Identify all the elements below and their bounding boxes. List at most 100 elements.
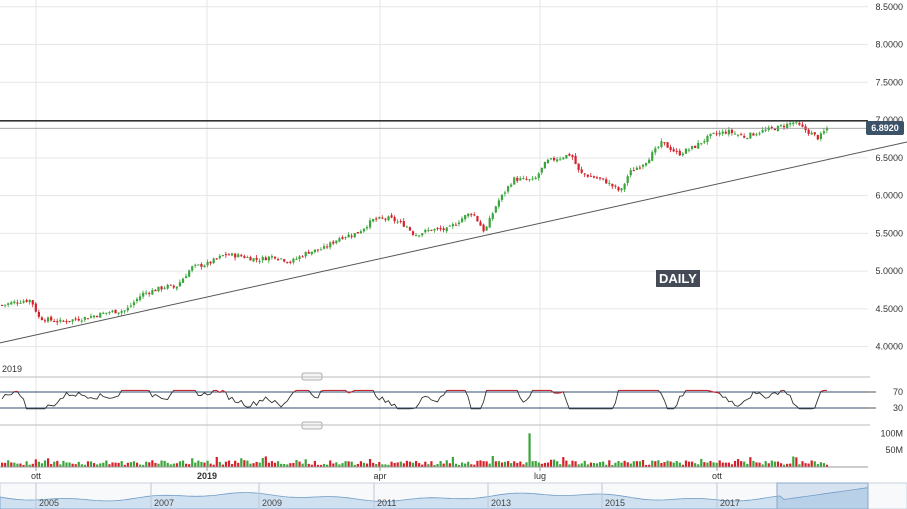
candle-body	[433, 228, 436, 231]
time-tick-label: apr	[373, 471, 386, 481]
volume-bar	[240, 458, 243, 467]
volume-bar	[329, 460, 332, 467]
candle-body	[684, 148, 688, 154]
candle-body	[534, 177, 537, 180]
volume-bar	[273, 462, 277, 467]
volume-bar	[166, 462, 169, 467]
volume-bar	[231, 464, 234, 467]
volume-bar	[442, 463, 445, 467]
candle-body	[703, 141, 706, 143]
candle-body	[65, 321, 68, 323]
candle-body	[519, 178, 522, 181]
candle-body	[10, 302, 13, 305]
volume-bar	[439, 461, 442, 467]
trendline	[0, 141, 907, 344]
rsi-tick-label: 70	[893, 387, 903, 397]
price-tick-label: 4.5000	[875, 304, 903, 314]
candle-body	[111, 310, 114, 312]
navigator-year-label: 2013	[491, 498, 511, 508]
candle-body	[599, 177, 602, 179]
volume-bar	[53, 461, 56, 467]
volume-bar	[568, 464, 571, 467]
candle-body	[586, 174, 589, 177]
volume-bar	[595, 463, 599, 467]
volume-bar	[611, 464, 614, 467]
volume-bar	[461, 462, 464, 467]
candle-body	[801, 124, 804, 127]
candle-body	[546, 159, 550, 164]
candle-body	[761, 130, 764, 133]
volume-bar	[549, 459, 553, 467]
volume-bar	[724, 462, 727, 467]
candle-body	[37, 311, 40, 317]
navigator-area	[0, 487, 869, 509]
candle-body	[562, 157, 565, 160]
candle-body	[270, 256, 274, 258]
volume-bar	[114, 462, 117, 467]
candle-body	[22, 301, 25, 303]
volume-bar	[758, 462, 761, 467]
candle-body	[178, 282, 182, 287]
volume-bar	[350, 461, 353, 467]
volume-bar	[448, 463, 451, 467]
volume-bar	[776, 461, 780, 467]
volume-bar	[411, 462, 415, 467]
candle-body	[617, 187, 620, 191]
volume-bar	[126, 462, 129, 467]
volume-bar	[191, 458, 194, 467]
volume-bar	[641, 460, 645, 467]
volume-bar	[629, 463, 632, 467]
candle-body	[556, 159, 559, 162]
candle-body	[405, 226, 408, 228]
volume-bar	[148, 462, 151, 467]
price-axis: 8.5000 8.0000 7.5000 7.0000 6.5000 6.0000 5.50…	[875, 2, 903, 352]
volume-bar	[703, 462, 706, 467]
rsi-overbought-segment	[293, 389, 297, 393]
candle-body	[574, 155, 577, 164]
candle-body	[255, 257, 258, 260]
candle-body	[485, 226, 488, 231]
candle-body	[651, 152, 654, 161]
price-tick-label: 4.0000	[875, 342, 903, 352]
candle-body	[721, 131, 724, 134]
candle-body	[795, 121, 798, 123]
volume-bar	[347, 461, 350, 467]
rsi-overbought-segment	[320, 389, 325, 392]
volume-bar	[632, 461, 635, 467]
candle-body	[194, 264, 197, 266]
volume-bar	[307, 463, 310, 467]
candle-body	[117, 312, 120, 314]
volume-bar	[405, 460, 408, 467]
volume-bar	[353, 464, 356, 467]
candle-body	[157, 286, 160, 292]
volume-bar	[163, 460, 166, 467]
volume-bar	[365, 463, 369, 467]
volume-bar	[657, 460, 660, 467]
candle-body	[540, 167, 543, 173]
candle-body	[375, 218, 378, 220]
candle-body	[240, 255, 243, 257]
candle-body	[421, 233, 424, 236]
volume-bar	[715, 462, 718, 467]
candle-body	[86, 318, 90, 320]
candle-body	[614, 185, 617, 187]
candle-body	[445, 227, 448, 232]
candle-body	[568, 153, 571, 156]
candle-body	[62, 320, 65, 322]
volume-bar	[111, 462, 114, 467]
candle-body	[40, 317, 44, 321]
volume-bar	[341, 463, 344, 467]
volume-bar	[310, 464, 313, 467]
navigator-panel[interactable]: 2005 2007 2009 2011 2013 2015 2017	[0, 482, 907, 509]
time-tick-label: ott	[712, 471, 723, 481]
candle-body	[623, 183, 626, 190]
volume-bar	[684, 460, 688, 467]
volume-bar	[261, 457, 264, 467]
candle-body	[786, 123, 789, 129]
volume-bar	[402, 463, 405, 467]
candle-body	[307, 252, 310, 254]
rsi-overbought-segment	[222, 389, 227, 393]
candle-body	[286, 261, 289, 263]
candle-body	[620, 188, 623, 191]
volume-bar	[188, 464, 191, 467]
